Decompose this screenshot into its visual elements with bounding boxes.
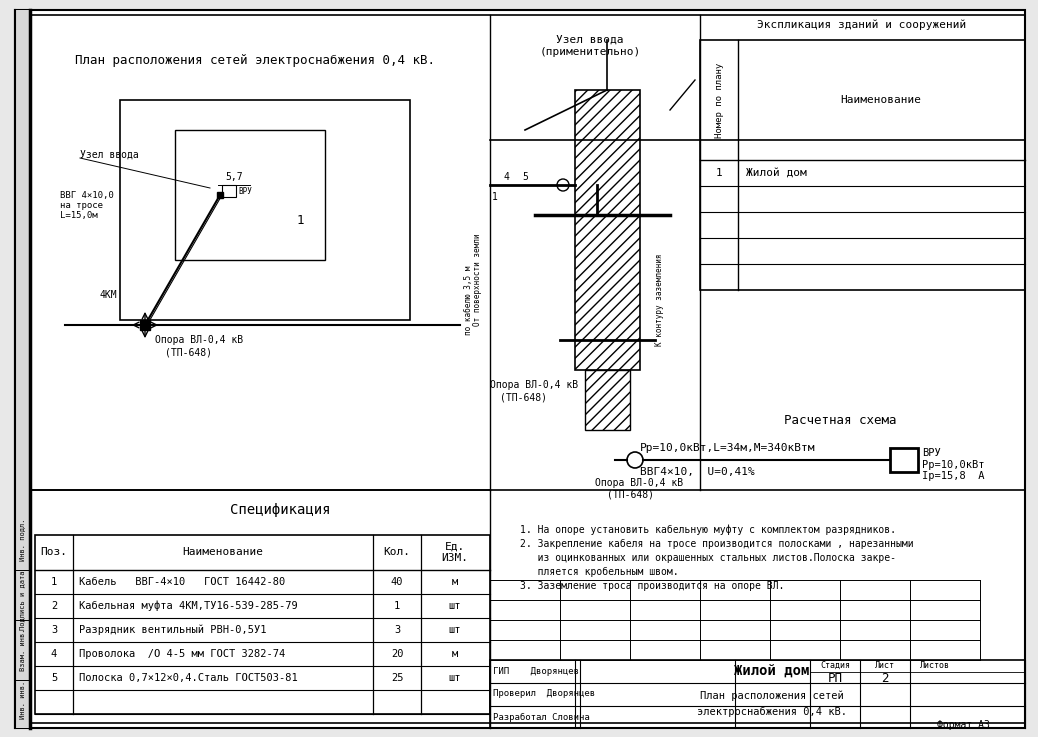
- Text: Формат А3: Формат А3: [937, 720, 990, 730]
- Text: 2: 2: [51, 601, 57, 611]
- Text: ГИП    Дворянцев: ГИП Дворянцев: [493, 666, 579, 676]
- Text: 3. Заземление троса производится на опоре ВЛ.: 3. Заземление троса производится на опор…: [520, 581, 785, 591]
- Text: Кол.: Кол.: [383, 547, 410, 557]
- Text: 5: 5: [51, 673, 57, 683]
- Text: Листов: Листов: [920, 660, 950, 669]
- Text: 2. Закрепление кабеля на тросе производится полосками , нарезанными: 2. Закрепление кабеля на тросе производи…: [520, 539, 913, 549]
- Text: Кабель   ВВГ-4×10   ГОСТ 16442-80: Кабель ВВГ-4×10 ГОСТ 16442-80: [79, 577, 285, 587]
- Bar: [35, 535, 490, 714]
- Text: пляется кробельным швом.: пляется кробельным швом.: [520, 567, 679, 577]
- Text: шт: шт: [448, 625, 461, 635]
- Text: Поз.: Поз.: [40, 547, 67, 557]
- Text: Жилой дом: Жилой дом: [734, 664, 810, 678]
- Text: 1: 1: [715, 168, 722, 178]
- Bar: [15, 10, 30, 728]
- Text: 4КМ: 4КМ: [100, 290, 117, 300]
- Text: Наименование: Наименование: [183, 547, 264, 557]
- Text: План расположения сетей электроснабжения 0,4 кВ.: План расположения сетей электроснабжения…: [75, 54, 435, 66]
- Text: Стадия: Стадия: [820, 660, 850, 669]
- Text: ВРУ: ВРУ: [238, 186, 252, 195]
- Text: 5: 5: [522, 172, 528, 182]
- Text: Узел ввода: Узел ввода: [80, 150, 139, 160]
- Text: Проволока  /О 4-5 мм ГОСТ 3282-74: Проволока /О 4-5 мм ГОСТ 3282-74: [79, 649, 285, 659]
- Bar: [120, 100, 410, 320]
- Text: 40: 40: [390, 577, 403, 587]
- Text: Лист: Лист: [875, 660, 895, 669]
- Text: РП: РП: [827, 671, 843, 685]
- Text: (ТП-648): (ТП-648): [500, 392, 547, 402]
- Text: 3: 3: [51, 625, 57, 635]
- Text: Подпись и дата: Подпись и дата: [20, 570, 26, 629]
- Text: 4: 4: [51, 649, 57, 659]
- Bar: [890, 448, 918, 472]
- Text: Разрядник вентильный РВН-0,5У1: Разрядник вентильный РВН-0,5У1: [79, 625, 267, 635]
- Circle shape: [557, 179, 569, 191]
- Text: К контуру заземления: К контуру заземления: [656, 254, 664, 346]
- Text: Полоска 0,7×12×0,4.Сталь ГОСТ503-81: Полоска 0,7×12×0,4.Сталь ГОСТ503-81: [79, 673, 298, 683]
- Text: Разработал Словина: Разработал Словина: [493, 713, 590, 722]
- Text: 1: 1: [51, 577, 57, 587]
- Text: 25: 25: [390, 673, 403, 683]
- Text: по кабелю 3,5 м: по кабелю 3,5 м: [464, 265, 472, 335]
- Bar: [490, 660, 1025, 728]
- Text: Расчетная схема: Расчетная схема: [784, 413, 896, 427]
- Bar: [222, 185, 236, 197]
- Bar: [585, 370, 630, 430]
- Text: 4: 4: [504, 172, 510, 182]
- Text: L=15,0м: L=15,0м: [60, 211, 98, 220]
- Text: Рр=10,0кВт,L=34м,М=340кВтм: Рр=10,0кВт,L=34м,М=340кВтм: [640, 443, 816, 453]
- Text: Наименование: Наименование: [841, 95, 922, 105]
- Bar: [700, 40, 1025, 290]
- Text: ВВГ 4×10,0: ВВГ 4×10,0: [60, 190, 114, 200]
- Text: Опора ВЛ-0,4 кВ: Опора ВЛ-0,4 кВ: [155, 335, 243, 345]
- Text: Жилой дом: Жилой дом: [746, 168, 807, 178]
- Text: План расположения сетей: План расположения сетей: [700, 691, 844, 701]
- Text: шт: шт: [448, 673, 461, 683]
- Text: ВВГ4×10,  U=0,41%: ВВГ4×10, U=0,41%: [640, 467, 755, 477]
- Text: на тросе: на тросе: [60, 200, 103, 209]
- Text: Опора ВЛ-0,4 кВ: Опора ВЛ-0,4 кВ: [595, 478, 683, 488]
- Text: м: м: [452, 649, 458, 659]
- Text: Экспликация зданий и сооружений: Экспликация зданий и сооружений: [758, 20, 966, 30]
- Text: шт: шт: [448, 601, 461, 611]
- Text: Проверил  Дворянцев: Проверил Дворянцев: [493, 690, 595, 699]
- Text: ВРУ
Рр=10,0кВт
Iр=15,8  А: ВРУ Рр=10,0кВт Iр=15,8 А: [922, 448, 984, 481]
- Text: (ТП-648): (ТП-648): [165, 347, 212, 357]
- Text: Инв. подл.: Инв. подл.: [20, 519, 26, 562]
- Text: Кабельная муфта 4КМ,ТУ16-539-285-79: Кабельная муфта 4КМ,ТУ16-539-285-79: [79, 601, 298, 611]
- Circle shape: [627, 452, 643, 468]
- Text: Спецификация: Спецификация: [229, 503, 330, 517]
- Text: из оцинкованных или окрашенных стальных листов.Полоска закре-: из оцинкованных или окрашенных стальных …: [520, 553, 896, 563]
- Text: электроснабжения 0,4 кВ.: электроснабжения 0,4 кВ.: [696, 707, 847, 717]
- Text: Взам. инв.: Взам. инв.: [20, 629, 26, 671]
- Text: Инв. инв.: Инв. инв.: [20, 681, 26, 719]
- Text: 1: 1: [393, 601, 400, 611]
- Bar: [575, 90, 640, 370]
- Text: 5,7: 5,7: [225, 172, 243, 182]
- Text: Узел ввода
(применительно): Узел ввода (применительно): [540, 35, 640, 57]
- Text: Ед.
ИЗМ.: Ед. ИЗМ.: [441, 541, 468, 563]
- Text: От поверхности земли: От поверхности земли: [473, 234, 483, 326]
- Text: 1: 1: [492, 192, 498, 202]
- Text: Номер по плану: Номер по плану: [714, 63, 723, 138]
- Text: 3: 3: [393, 625, 400, 635]
- Text: 20: 20: [390, 649, 403, 659]
- Text: Опора ВЛ-0,4 кВ: Опора ВЛ-0,4 кВ: [490, 380, 578, 390]
- Text: 1: 1: [296, 214, 304, 226]
- Text: м: м: [452, 577, 458, 587]
- Text: 1. На опоре установить кабельную муфту с комплектом разрядников.: 1. На опоре установить кабельную муфту с…: [520, 525, 896, 535]
- Text: 2: 2: [881, 671, 889, 685]
- Bar: [175, 130, 325, 260]
- Text: (ТП-648): (ТП-648): [607, 489, 654, 499]
